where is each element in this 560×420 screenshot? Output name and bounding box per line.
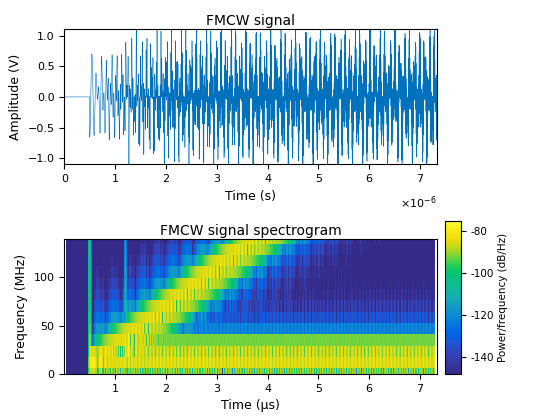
Title: FMCW signal: FMCW signal [206,14,295,28]
X-axis label: Time (s): Time (s) [225,190,276,203]
Y-axis label: Power/frequency (dB/Hz): Power/frequency (dB/Hz) [498,233,508,362]
Y-axis label: Amplitude (V): Amplitude (V) [9,54,22,140]
X-axis label: Time (μs): Time (μs) [221,399,280,412]
Y-axis label: Frequency (MHz): Frequency (MHz) [15,254,28,359]
Text: $\times10^{-6}$: $\times10^{-6}$ [400,194,437,211]
Title: FMCW signal spectrogram: FMCW signal spectrogram [160,223,342,238]
